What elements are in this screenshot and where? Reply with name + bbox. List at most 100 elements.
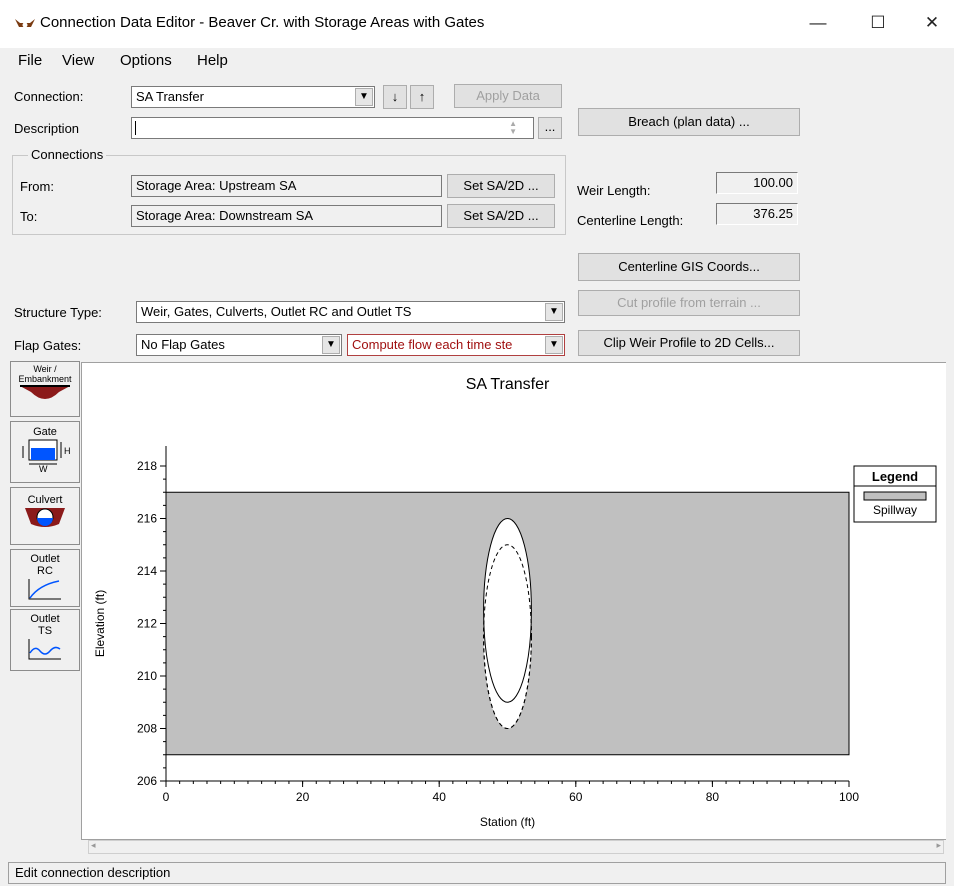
status-text: Edit connection description (15, 865, 171, 880)
connections-group-title: Connections (28, 147, 107, 162)
outlet-ts-button[interactable]: Outlet TS (10, 609, 80, 671)
centerline-length-value: 376.25 (716, 203, 798, 225)
flap-gates-value: No Flap Gates (141, 337, 225, 352)
weir-icon (20, 385, 70, 399)
structure-type-select[interactable]: Weir, Gates, Culverts, Outlet RC and Out… (136, 301, 565, 323)
status-bar: Edit connection description (8, 862, 946, 884)
to-field: Storage Area: Downstream SA (131, 205, 442, 227)
description-input[interactable]: ▲ ▼ (131, 117, 534, 139)
text-cursor (135, 121, 136, 135)
y-tick-label: 208 (137, 722, 157, 736)
gate-button-label: Gate (33, 426, 57, 438)
structure-type-label: Structure Type: (14, 305, 102, 320)
scroll-right-icon[interactable]: ▸ (936, 840, 941, 850)
set-from-button[interactable]: Set SA/2D ... (447, 174, 555, 198)
menu-file-label: File (18, 52, 43, 69)
profile-chart: SA Transfer 0 20 40 60 80 100 206 208 210 212 214 21… (93, 376, 937, 829)
x-tick-label: 100 (839, 790, 859, 804)
flap-gates-select[interactable]: No Flap Gates ▼ (136, 334, 342, 356)
to-label: To: (20, 209, 38, 224)
chevron-down-icon: ▼ (355, 88, 373, 106)
outlet-rc-label: Outlet RC (30, 553, 60, 577)
vertical-scrollbar[interactable] (946, 362, 954, 840)
centerline-gis-button[interactable]: Centerline GIS Coords... (578, 253, 800, 281)
description-label: Description (14, 121, 80, 136)
arrow-down-icon: ↓ (391, 89, 399, 104)
apply-data-button[interactable]: Apply Data (454, 84, 562, 108)
x-tick-label: 0 (163, 790, 170, 804)
set-to-button[interactable]: Set SA/2D ... (447, 204, 555, 228)
legend-swatch-spillway (863, 491, 927, 501)
y-tick-label: 206 (137, 774, 157, 788)
gate-button[interactable]: Gate H W (10, 421, 80, 483)
gate-icon: H W (22, 439, 71, 474)
x-tick-label: 40 (433, 790, 447, 804)
from-value: Storage Area: Upstream SA (136, 178, 297, 193)
structure-type-value: Weir, Gates, Culverts, Outlet RC and Out… (141, 304, 412, 319)
chevron-down-icon: ▼ (545, 336, 563, 354)
prev-connection-button[interactable]: ↑ (410, 85, 434, 109)
horizontal-scrollbar[interactable]: ◂ ▸ (88, 840, 944, 854)
x-tick-label: 80 (706, 790, 720, 804)
connection-select[interactable]: SA Transfer ▼ (131, 86, 375, 108)
y-tick-label: 216 (137, 512, 157, 526)
legend-label-spillway: Spillway (873, 503, 917, 517)
x-tick-label: 60 (569, 790, 583, 804)
compute-flow-value: Compute flow each time ste (352, 337, 513, 352)
y-axis-label: Elevation (ft) (93, 590, 107, 657)
outlet-rc-button[interactable]: Outlet RC (10, 549, 80, 607)
y-tick-label: 212 (137, 617, 157, 631)
chevron-down-icon: ▼ (545, 303, 563, 321)
gate-h-label: H (64, 446, 71, 456)
connections-group (12, 155, 566, 235)
scroll-left-icon[interactable]: ◂ (91, 840, 96, 850)
compute-flow-select[interactable]: Compute flow each time ste ▼ (347, 334, 565, 356)
y-tick-label: 214 (137, 564, 157, 578)
chart-title: SA Transfer (466, 376, 550, 393)
app-icon (15, 19, 35, 28)
menu-view[interactable]: View (62, 52, 94, 69)
y-tick-label: 210 (137, 669, 157, 683)
connection-label: Connection: (14, 89, 84, 104)
weir-length-label: Weir Length: (577, 183, 651, 198)
x-axis-label: Station (ft) (480, 815, 535, 829)
minimize-button[interactable]: — (809, 13, 827, 32)
spin-icon: ▲ ▼ (509, 119, 517, 136)
outlet-ts-label: Outlet TS (30, 613, 60, 637)
culvert-opening (483, 518, 532, 703)
breach-button[interactable]: Breach (plan data) ... (578, 108, 800, 136)
from-field: Storage Area: Upstream SA (131, 175, 442, 197)
close-button[interactable]: ✕ (924, 13, 940, 32)
connection-select-value: SA Transfer (136, 89, 204, 104)
maximize-button[interactable]: ☐ (870, 13, 886, 32)
culvert-dashed-outline-top (483, 544, 532, 729)
culvert-button[interactable]: Culvert (10, 487, 80, 545)
menu-help-label: Help (197, 52, 228, 69)
menu-options-label: Options (120, 52, 172, 69)
chevron-down-icon: ▼ (322, 336, 340, 354)
outlet-rc-icon (28, 579, 61, 600)
centerline-length-label: Centerline Length: (577, 213, 684, 228)
menu-options[interactable]: Options (120, 52, 172, 69)
legend-title: Legend (872, 469, 918, 484)
weir-length-value: 100.00 (716, 172, 798, 194)
clip-weir-profile-button[interactable]: Clip Weir Profile to 2D Cells... (578, 330, 800, 356)
menu-view-label: View (62, 52, 95, 69)
weir-embankment-button[interactable]: Weir / Embankment (10, 361, 80, 417)
menu-file[interactable]: File (18, 52, 42, 69)
description-more-button[interactable]: ... (538, 117, 562, 139)
cut-profile-button[interactable]: Cut profile from terrain ... (578, 290, 800, 316)
menu-help[interactable]: Help (197, 52, 228, 69)
window-title: Connection Data Editor - Beaver Cr. with… (40, 14, 485, 31)
culvert-button-label: Culvert (27, 494, 63, 506)
next-connection-button[interactable]: ↓ (383, 85, 407, 109)
arrow-up-icon: ↑ (418, 89, 426, 104)
plot-area[interactable]: SA Transfer 0 20 40 60 80 100 206 208 210 212 214 21… (81, 362, 947, 840)
title-bar (0, 0, 954, 48)
to-value: Storage Area: Downstream SA (136, 208, 314, 223)
x-tick-label: 20 (296, 790, 310, 804)
flap-gates-label: Flap Gates: (14, 338, 82, 353)
menu-bar (0, 48, 954, 74)
from-label: From: (20, 179, 54, 194)
outlet-ts-icon (28, 639, 61, 660)
